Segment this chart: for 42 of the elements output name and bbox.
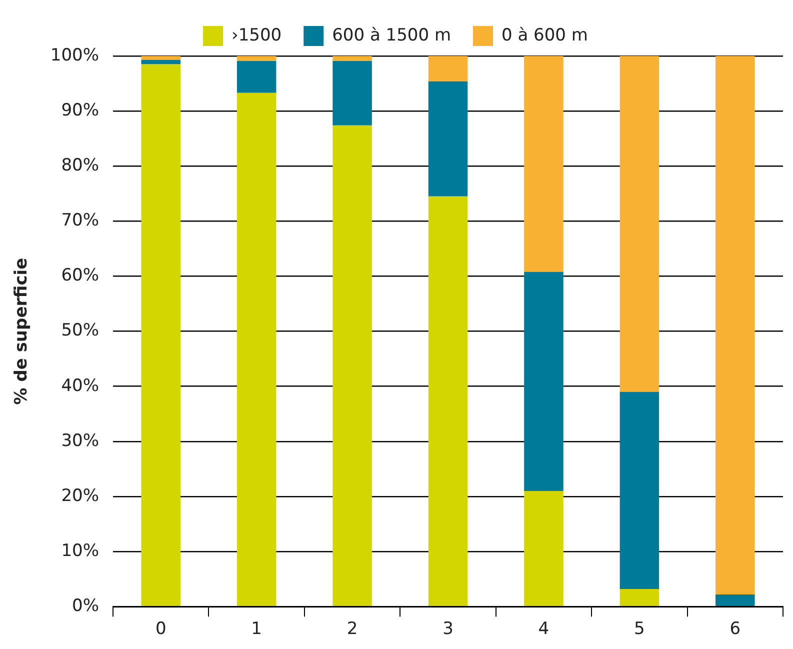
y-tick-label: 60% bbox=[61, 266, 99, 286]
bar bbox=[428, 196, 468, 606]
y-tick-label: 80% bbox=[61, 156, 99, 176]
x-tick-label: 6 bbox=[730, 619, 741, 640]
bar bbox=[524, 272, 564, 491]
x-tick-label: 0 bbox=[155, 619, 166, 640]
bar bbox=[236, 92, 276, 606]
bar bbox=[141, 56, 180, 60]
x-tick-label: 2 bbox=[346, 619, 358, 640]
y-tick-label: 0% bbox=[72, 596, 99, 616]
y-tick-label: 90% bbox=[61, 100, 99, 120]
bar bbox=[141, 60, 180, 64]
x-tick-label: 1 bbox=[251, 619, 262, 640]
bar bbox=[620, 56, 660, 392]
y-tick-label: 40% bbox=[61, 376, 99, 396]
bar bbox=[716, 594, 755, 606]
bar bbox=[428, 81, 468, 196]
bar bbox=[236, 56, 276, 61]
x-tick-label: 3 bbox=[442, 619, 454, 640]
y-axis-title: % de superficie bbox=[12, 258, 32, 405]
x-tick-label: 4 bbox=[538, 619, 550, 640]
bar bbox=[620, 392, 660, 589]
bar bbox=[428, 56, 468, 82]
y-tick-label: 70% bbox=[61, 210, 99, 231]
y-tick-label: 20% bbox=[61, 486, 99, 506]
legend-label: ›1500 bbox=[232, 25, 282, 46]
y-tick-label: 100% bbox=[50, 45, 99, 66]
y-tick-label: 10% bbox=[61, 540, 99, 561]
bar bbox=[332, 125, 372, 606]
bar bbox=[524, 56, 564, 272]
bar bbox=[620, 588, 660, 606]
legend-label: 0 à 600 m bbox=[502, 25, 588, 46]
bar bbox=[332, 56, 372, 61]
bar bbox=[236, 60, 276, 93]
bar bbox=[524, 490, 564, 606]
y-tick-label: 30% bbox=[61, 430, 99, 451]
bar bbox=[332, 60, 372, 126]
legend-label: 600 à 1500 m bbox=[332, 25, 452, 46]
bar bbox=[141, 64, 180, 606]
y-tick-label: 50% bbox=[61, 320, 99, 341]
bar bbox=[716, 56, 755, 594]
x-tick-label: 5 bbox=[634, 619, 645, 640]
